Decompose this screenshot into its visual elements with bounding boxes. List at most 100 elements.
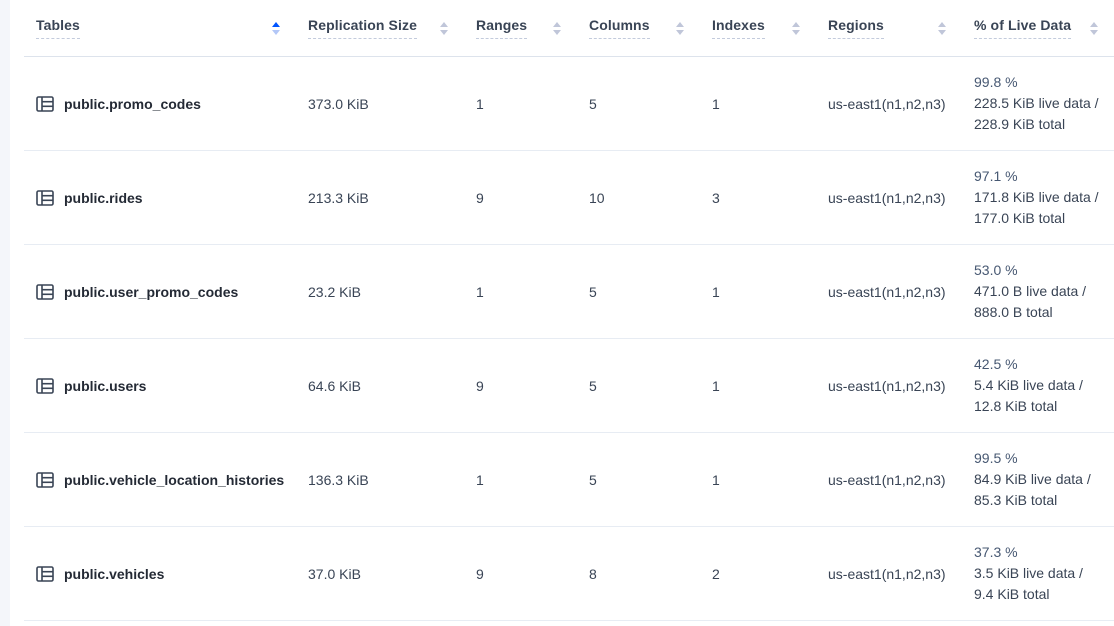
column-header-replication-size[interactable]: Replication Size — [296, 17, 464, 39]
table-name: public.user_promo_codes — [64, 283, 239, 300]
ranges-cell: 1 — [476, 95, 484, 112]
sort-asc-icon — [676, 21, 684, 27]
indexes-cell: 1 — [712, 95, 720, 112]
table-row: public.users 64.6 KiB 9 5 1 us-east1(n1,… — [24, 339, 1114, 433]
ranges-cell: 9 — [476, 377, 484, 394]
live-data-cell: 97.1 % 171.8 KiB live data / 177.0 KiB t… — [962, 166, 1114, 229]
column-header-live-data[interactable]: % of Live Data — [962, 17, 1114, 39]
total-data-amount: 177.0 KiB total — [974, 210, 1066, 226]
sort-asc-icon — [272, 21, 280, 27]
live-data-amount: 3.5 KiB live data / — [974, 565, 1083, 581]
table-name-link[interactable]: public.users — [24, 377, 296, 395]
column-header-label: Tables — [36, 17, 80, 39]
live-data-cell: 99.8 % 228.5 KiB live data / 228.9 KiB t… — [962, 72, 1114, 135]
ranges-cell: 9 — [476, 565, 484, 582]
column-header-label: Indexes — [712, 17, 765, 39]
live-percent: 42.5 % — [974, 356, 1018, 372]
column-header-label: % of Live Data — [974, 17, 1072, 39]
live-percent: 99.5 % — [974, 450, 1018, 466]
sort-desc-icon — [272, 29, 280, 35]
total-data-amount: 12.8 KiB total — [974, 398, 1058, 414]
sort-icon — [272, 21, 280, 35]
table-icon — [36, 189, 54, 206]
sort-icon — [440, 21, 448, 35]
column-header-columns[interactable]: Columns — [577, 17, 700, 39]
sort-asc-icon — [440, 21, 448, 27]
sort-desc-icon — [553, 29, 561, 35]
live-data-amount: 84.9 KiB live data / — [974, 471, 1091, 487]
regions-cell: us-east1(n1,n2,n3) — [828, 377, 946, 394]
table-row: public.vehicles 37.0 KiB 9 8 2 us-east1(… — [24, 527, 1114, 621]
sort-icon — [1090, 21, 1098, 35]
table-header-row: Tables Replication Size Ranges Columns I… — [24, 0, 1114, 57]
table-row: public.rides 213.3 KiB 9 10 3 us-east1(n… — [24, 151, 1114, 245]
live-percent: 37.3 % — [974, 544, 1018, 560]
indexes-cell: 2 — [712, 565, 720, 582]
column-header-regions[interactable]: Regions — [816, 17, 962, 39]
sort-desc-icon — [938, 29, 946, 35]
ranges-cell: 1 — [476, 471, 484, 488]
columns-cell: 5 — [589, 283, 597, 300]
replication-size-cell: 37.0 KiB — [308, 565, 361, 582]
column-header-ranges[interactable]: Ranges — [464, 17, 577, 39]
live-percent: 53.0 % — [974, 262, 1018, 278]
sort-asc-icon — [938, 21, 946, 27]
sort-asc-icon — [1090, 21, 1098, 27]
live-data-amount: 171.8 KiB live data / — [974, 189, 1099, 205]
live-data-amount: 228.5 KiB live data / — [974, 95, 1099, 111]
live-percent: 97.1 % — [974, 168, 1018, 184]
total-data-amount: 888.0 B total — [974, 304, 1053, 320]
column-header-label: Regions — [828, 17, 884, 39]
sort-icon — [553, 21, 561, 35]
table-icon — [36, 565, 54, 582]
tables-list: Tables Replication Size Ranges Columns I… — [24, 0, 1114, 621]
table-name-link[interactable]: public.vehicle_location_histories — [24, 471, 296, 489]
replication-size-cell: 213.3 KiB — [308, 189, 369, 206]
regions-cell: us-east1(n1,n2,n3) — [828, 189, 946, 206]
live-percent: 99.8 % — [974, 74, 1018, 90]
table-name: public.vehicle_location_histories — [64, 471, 285, 488]
sort-desc-icon — [1090, 29, 1098, 35]
sort-icon — [676, 21, 684, 35]
table-row: public.promo_codes 373.0 KiB 1 5 1 us-ea… — [24, 57, 1114, 151]
table-name-link[interactable]: public.rides — [24, 189, 296, 207]
table-name-link[interactable]: public.vehicles — [24, 565, 296, 583]
table-icon — [36, 377, 54, 394]
column-header-label: Replication Size — [308, 17, 417, 39]
columns-cell: 10 — [589, 189, 605, 206]
sort-icon — [792, 21, 800, 35]
columns-cell: 5 — [589, 95, 597, 112]
regions-cell: us-east1(n1,n2,n3) — [828, 283, 946, 300]
columns-cell: 5 — [589, 471, 597, 488]
table-name: public.promo_codes — [64, 95, 201, 112]
table-icon — [36, 95, 54, 112]
column-header-label: Columns — [589, 17, 650, 39]
table-name: public.users — [64, 377, 147, 394]
column-header-indexes[interactable]: Indexes — [700, 17, 816, 39]
sort-asc-icon — [792, 21, 800, 27]
table-icon — [36, 471, 54, 488]
columns-cell: 5 — [589, 377, 597, 394]
sort-desc-icon — [792, 29, 800, 35]
regions-cell: us-east1(n1,n2,n3) — [828, 95, 946, 112]
live-data-cell: 53.0 % 471.0 B live data / 888.0 B total — [962, 260, 1114, 323]
sort-asc-icon — [553, 21, 561, 27]
page-left-edge — [0, 0, 10, 626]
replication-size-cell: 136.3 KiB — [308, 471, 369, 488]
live-data-amount: 5.4 KiB live data / — [974, 377, 1083, 393]
indexes-cell: 1 — [712, 283, 720, 300]
column-header-tables[interactable]: Tables — [24, 17, 296, 39]
column-header-label: Ranges — [476, 17, 528, 39]
live-data-amount: 471.0 B live data / — [974, 283, 1087, 299]
table-name-link[interactable]: public.user_promo_codes — [24, 283, 296, 301]
total-data-amount: 228.9 KiB total — [974, 116, 1066, 132]
table-name-link[interactable]: public.promo_codes — [24, 95, 296, 113]
sort-desc-icon — [676, 29, 684, 35]
table-name: public.vehicles — [64, 565, 165, 582]
replication-size-cell: 23.2 KiB — [308, 283, 361, 300]
regions-cell: us-east1(n1,n2,n3) — [828, 471, 946, 488]
total-data-amount: 9.4 KiB total — [974, 586, 1050, 602]
regions-cell: us-east1(n1,n2,n3) — [828, 565, 946, 582]
live-data-cell: 37.3 % 3.5 KiB live data / 9.4 KiB total — [962, 542, 1114, 605]
table-row: public.user_promo_codes 23.2 KiB 1 5 1 u… — [24, 245, 1114, 339]
